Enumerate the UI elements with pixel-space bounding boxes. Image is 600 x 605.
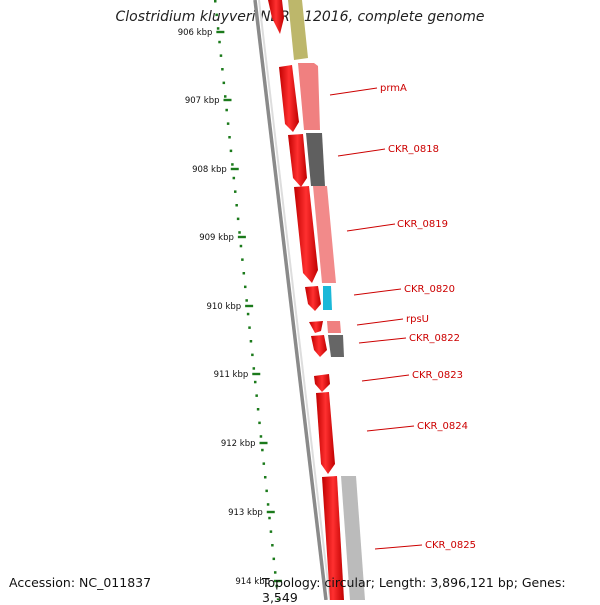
gene-arrow — [309, 321, 323, 333]
minor-tick — [268, 516, 271, 520]
scale-label: 908 kbp — [192, 165, 227, 175]
genome-backbone — [253, 0, 328, 600]
minor-tick — [252, 367, 256, 370]
gene-arrow — [316, 392, 335, 474]
gene-arrow — [311, 335, 327, 357]
minor-tick — [276, 598, 280, 600]
minor-tick — [235, 204, 238, 207]
gene-arrow — [288, 134, 307, 187]
gene-arrow — [322, 476, 344, 600]
minor-tick — [219, 54, 223, 57]
gene-label: CKR_0825 — [425, 540, 476, 551]
minor-tick — [249, 340, 253, 343]
minor-tick — [246, 312, 250, 316]
gene-label: CKR_0822 — [409, 333, 460, 344]
gene-label: prmA — [380, 83, 407, 94]
gene-arrow — [314, 374, 330, 392]
minor-tick — [256, 408, 260, 411]
minor-tick — [236, 217, 240, 221]
scale-label: 906 kbp — [178, 28, 213, 38]
minor-tick — [242, 272, 246, 275]
minor-tick — [275, 584, 278, 588]
scale-label: 912 kbp — [221, 439, 256, 449]
gene-label: CKR_0824 — [417, 421, 468, 432]
major-tick — [216, 30, 225, 34]
minor-tick — [223, 95, 227, 98]
scale-label: 914 kbp — [235, 577, 270, 587]
minor-tick — [238, 231, 241, 234]
major-tick — [237, 235, 246, 239]
minor-tick — [229, 149, 233, 153]
minor-tick — [231, 163, 234, 166]
scale-ticks — [214, 0, 283, 600]
minor-tick — [269, 530, 273, 533]
scale-label: 909 kbp — [199, 233, 234, 243]
minor-tick — [233, 190, 237, 193]
minor-tick — [222, 81, 226, 85]
minor-tick — [255, 394, 258, 397]
major-tick — [266, 510, 275, 514]
major-tick — [252, 372, 261, 376]
minor-tick — [271, 544, 274, 547]
scale-label: 910 kbp — [206, 302, 241, 312]
minor-tick — [272, 557, 276, 561]
major-tick — [230, 167, 239, 171]
gene-arrow — [279, 65, 299, 132]
minor-tick — [239, 244, 243, 248]
gene-labels: prmA CKR_0818 CKR_0819 CKR_0820 rpsU CKR_0822… — [380, 83, 476, 551]
gene-label: CKR_0819 — [397, 219, 448, 230]
minor-tick — [261, 448, 264, 452]
scale-label: 911 kbp — [214, 370, 249, 380]
minor-tick — [266, 503, 270, 506]
minor-tick — [253, 380, 257, 384]
minor-tick — [228, 136, 231, 139]
minor-tick — [216, 27, 220, 30]
minor-tick — [251, 353, 254, 357]
minor-tick — [215, 13, 218, 17]
scale-label: 907 kbp — [185, 96, 220, 106]
gene-arrow — [305, 286, 321, 311]
scale-label: 913 kbp — [228, 508, 263, 518]
function-bars — [288, 0, 365, 600]
major-tick — [274, 579, 283, 583]
topology-label: Topology: circular; Length: 3,896,121 bp… — [262, 575, 566, 605]
label-leaders — [329, 87, 423, 550]
minor-tick — [258, 421, 261, 425]
major-tick — [223, 98, 232, 102]
minor-tick — [265, 489, 268, 493]
minor-tick — [241, 258, 244, 261]
gene-arrow — [268, 0, 284, 34]
minor-tick — [248, 326, 251, 329]
minor-tick — [226, 122, 230, 125]
minor-tick — [263, 476, 267, 479]
minor-tick — [262, 462, 266, 465]
minor-tick — [243, 285, 247, 289]
major-tick — [259, 441, 268, 445]
gene-label: CKR_0823 — [412, 370, 463, 381]
accession-label: Accession: NC_011837 — [9, 575, 152, 590]
gene-arrow — [294, 186, 318, 283]
major-tick — [245, 304, 254, 308]
minor-tick — [221, 68, 224, 71]
minor-tick — [218, 40, 221, 44]
minor-tick — [232, 176, 236, 180]
minor-tick — [259, 435, 263, 438]
gene-label: CKR_0820 — [404, 284, 455, 295]
minor-tick — [225, 108, 228, 112]
gene-arrows — [268, 0, 344, 600]
minor-tick — [214, 0, 217, 3]
scale-labels: 906 kbp 907 kbp 908 kbp 909 kbp 910 kbp 911 k… — [178, 28, 270, 587]
gene-label: CKR_0818 — [388, 144, 439, 155]
minor-tick — [273, 571, 277, 574]
minor-tick — [245, 299, 248, 302]
gene-label: rpsU — [406, 314, 429, 325]
